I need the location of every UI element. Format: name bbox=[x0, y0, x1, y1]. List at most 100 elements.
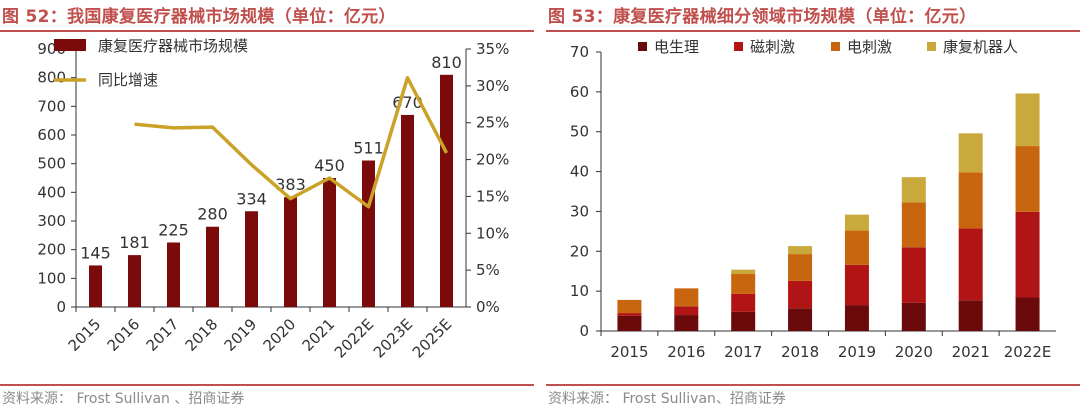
stacked-bar-segment bbox=[617, 315, 642, 331]
y-tick-label: 30 bbox=[570, 202, 589, 220]
legend-label-bar: 康复医疗器械市场规模 bbox=[98, 37, 248, 55]
stacked-bar-segment bbox=[788, 246, 813, 255]
x-tick-label: 2019 bbox=[838, 343, 876, 361]
y2-tick-label: 15% bbox=[476, 187, 509, 205]
y-tick-label: 100 bbox=[37, 269, 66, 287]
stacked-bar-segment bbox=[788, 308, 813, 331]
stacked-bar-segment bbox=[731, 311, 756, 331]
stacked-bar-segment bbox=[617, 299, 642, 314]
stacked-bar-segment bbox=[731, 269, 756, 275]
bar-value-label: 181 bbox=[119, 233, 150, 252]
x-tick-label: 2025E bbox=[409, 315, 455, 361]
y-tick-label: 70 bbox=[570, 43, 589, 61]
stacked-bar-segment bbox=[844, 214, 869, 231]
stacked-bar-segment bbox=[788, 254, 813, 281]
stacked-bar-segment bbox=[901, 247, 926, 303]
chart-title: 图 52：我国康复医疗器械市场规模（单位：亿元） bbox=[2, 7, 396, 27]
source-note: 资料来源： Frost Sullivan、招商证券 bbox=[548, 391, 786, 407]
bar-value-label: 450 bbox=[314, 156, 345, 175]
chart-title: 图 53：康复医疗器械细分领域市场规模（单位：亿元） bbox=[548, 7, 977, 27]
stacked-bar-segment bbox=[674, 315, 699, 331]
x-tick-label: 2016 bbox=[667, 343, 705, 361]
bar bbox=[167, 242, 180, 307]
x-tick-label: 2022E bbox=[1004, 343, 1052, 361]
source-divider bbox=[546, 384, 1080, 386]
market-size-chart: 01002003004005006007008009000%5%10%15%20… bbox=[37, 37, 509, 362]
x-tick-label: 2015 bbox=[610, 343, 648, 361]
stacked-bar-segment bbox=[674, 306, 699, 316]
bar bbox=[440, 74, 453, 307]
y2-tick-label: 20% bbox=[476, 151, 509, 169]
x-tick-label: 2023E bbox=[370, 315, 416, 361]
stacked-bar-segment bbox=[731, 293, 756, 312]
right-chart-panel: 图 53：康复医疗器械细分领域市场规模（单位：亿元） 0 10 20 30 40 50 60… bbox=[546, 0, 1080, 412]
legend-label: 磁刺激 bbox=[750, 38, 795, 56]
stacked-bar-segment bbox=[674, 288, 699, 307]
stacked-bar-segment bbox=[1015, 146, 1040, 212]
legend-swatch bbox=[734, 42, 743, 51]
stacked-bar-segment bbox=[844, 305, 869, 331]
y-tick-label: 200 bbox=[37, 241, 66, 259]
source-divider bbox=[0, 384, 534, 386]
legend-label: 电生理 bbox=[654, 38, 699, 56]
bar-value-label: 334 bbox=[236, 189, 267, 208]
stacked-bar-segment bbox=[788, 280, 813, 309]
y-tick-label: 50 bbox=[570, 123, 589, 141]
x-tick-label: 2015 bbox=[65, 315, 105, 355]
y-tick-label: 500 bbox=[37, 155, 66, 173]
y-tick-label: 700 bbox=[37, 97, 66, 115]
x-tick-label: 2018 bbox=[781, 343, 819, 361]
stacked-bar-segment bbox=[844, 230, 869, 265]
y-tick-label: 0 bbox=[56, 298, 66, 316]
x-tick-label: 2017 bbox=[143, 315, 183, 355]
bar-value-label: 145 bbox=[80, 243, 111, 262]
y2-tick-label: 5% bbox=[476, 261, 500, 279]
bar-value-label: 383 bbox=[275, 175, 306, 194]
stacked-bar-segment bbox=[1015, 297, 1040, 331]
y-tick-label: 40 bbox=[570, 163, 589, 181]
legend-label: 电刺激 bbox=[847, 38, 892, 56]
x-tick-label: 2020 bbox=[895, 343, 933, 361]
y2-tick-label: 35% bbox=[476, 40, 509, 58]
stacked-bar-segment bbox=[901, 302, 926, 331]
x-tick-label: 2017 bbox=[724, 343, 762, 361]
stacked-bar-segment bbox=[958, 228, 983, 301]
bar bbox=[128, 255, 141, 307]
y-tick-label: 0 bbox=[579, 322, 589, 340]
y-tick-label: 20 bbox=[570, 242, 589, 260]
y-tick-label: 10 bbox=[570, 282, 589, 300]
stacked-bar-segment bbox=[958, 172, 983, 229]
bar bbox=[401, 114, 414, 307]
bar-value-label: 810 bbox=[431, 53, 462, 72]
y-tick-label: 800 bbox=[37, 69, 66, 87]
source-note: 资料来源： Frost Sullivan 、招商证券 bbox=[2, 391, 245, 407]
stacked-bar-segment bbox=[731, 274, 756, 294]
segment-size-chart: 0 10 20 30 40 50 60 70 2015 2016 2017 2018 2019 2020 2… bbox=[570, 38, 1056, 361]
y2-tick-label: 10% bbox=[476, 224, 509, 242]
stacked-bar-segment bbox=[958, 300, 983, 331]
bar bbox=[362, 160, 375, 307]
y2-tick-label: 30% bbox=[476, 77, 509, 95]
stacked-bar-segment bbox=[844, 264, 869, 306]
stacked-bar-segment bbox=[1015, 211, 1040, 298]
x-tick-label: 2020 bbox=[260, 315, 300, 355]
bar bbox=[284, 197, 297, 307]
y-tick-label: 60 bbox=[570, 83, 589, 101]
legend-swatch bbox=[638, 42, 647, 51]
title-divider bbox=[546, 30, 1080, 32]
bar-value-label: 280 bbox=[197, 205, 228, 224]
x-tick-label: 2018 bbox=[182, 315, 222, 355]
stacked-bar-segment bbox=[901, 177, 926, 203]
legend-swatch bbox=[831, 42, 840, 51]
x-tick-label: 2021 bbox=[952, 343, 990, 361]
y-tick-label: 600 bbox=[37, 126, 66, 144]
x-tick-label: 2022E bbox=[331, 315, 377, 361]
bar-value-label: 511 bbox=[353, 139, 384, 158]
bar bbox=[245, 211, 258, 307]
stacked-bar-segment bbox=[901, 202, 926, 248]
growth-rate-line bbox=[134, 75, 449, 209]
title-divider bbox=[0, 30, 534, 32]
x-tick-label: 2019 bbox=[221, 315, 261, 355]
stacked-bar-segment bbox=[617, 313, 642, 316]
legend-label: 康复机器人 bbox=[943, 38, 1018, 56]
